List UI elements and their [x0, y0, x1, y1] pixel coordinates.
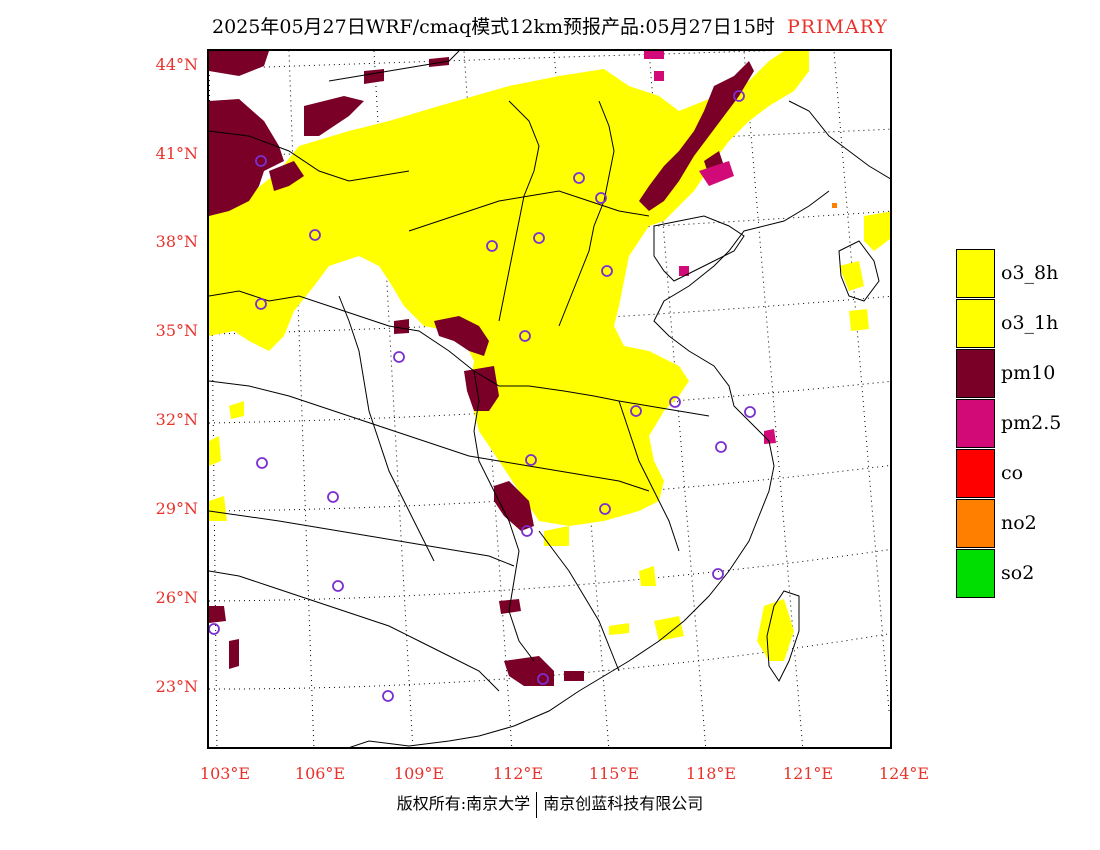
legend-label: so2 — [1001, 562, 1035, 584]
station-marker — [525, 454, 537, 466]
shandong — [653, 215, 745, 282]
lon-label-118: 118°E — [685, 764, 737, 783]
province-7 — [408, 190, 650, 232]
station-marker — [521, 525, 533, 537]
station-marker — [382, 690, 394, 702]
pm10-region — [209, 51, 754, 686]
station-marker — [519, 330, 531, 342]
korea — [838, 240, 880, 302]
station-marker — [601, 265, 613, 277]
legend-label: o3_1h — [1001, 312, 1059, 334]
lat-label-44: 44°N — [155, 55, 198, 74]
station-marker — [256, 457, 268, 469]
border-north — [209, 130, 410, 182]
graticule-lon-121 — [743, 51, 804, 747]
lat-label-35: 35°N — [155, 321, 198, 340]
legend-label: co — [1001, 462, 1024, 484]
lat-label-38: 38°N — [155, 232, 198, 251]
station-marker — [715, 441, 727, 453]
o3-region — [209, 51, 890, 661]
pollutant-label: PRIMARY — [786, 16, 888, 38]
station-marker — [332, 580, 344, 592]
lat-label-32: 32°N — [155, 410, 198, 429]
province-3 — [209, 380, 650, 492]
coastline-north — [788, 100, 890, 180]
station-marker — [309, 229, 321, 241]
province-10 — [209, 570, 500, 692]
coastline — [349, 190, 830, 747]
graticule-lon-109 — [373, 51, 414, 747]
lon-label-121: 121°E — [782, 764, 834, 783]
no2-spot — [832, 203, 837, 208]
legend-swatch — [956, 499, 995, 548]
province-12 — [328, 51, 460, 82]
province-6 — [538, 530, 620, 672]
legend-swatch — [956, 299, 995, 348]
legend-label: no2 — [1001, 512, 1037, 534]
graticule-lon-124 — [833, 51, 890, 712]
station-marker — [255, 298, 267, 310]
station-marker — [393, 351, 405, 363]
station-marker — [255, 155, 267, 167]
station-marker — [712, 568, 724, 580]
station-marker — [595, 192, 607, 204]
graticule-lon-106 — [288, 51, 315, 747]
province-8 — [498, 100, 540, 322]
station-marker — [537, 673, 549, 685]
legend-swatch — [956, 399, 995, 448]
boundaries — [209, 51, 890, 747]
legend-label: pm2.5 — [1001, 412, 1062, 434]
lon-label-106: 106°E — [294, 764, 346, 783]
province-9 — [558, 100, 615, 327]
map-panel[interactable] — [207, 49, 892, 749]
legend-swatch — [956, 349, 995, 398]
pm25-region — [644, 51, 776, 444]
lat-label-26: 26°N — [155, 588, 198, 607]
taiwan — [766, 590, 800, 682]
station-marker — [327, 491, 339, 503]
station-marker — [599, 503, 611, 515]
province-11 — [618, 400, 680, 552]
map-svg — [209, 51, 890, 747]
map-title: 2025年05月27日WRF/cmaq模式12km预报产品:05月27日15时 P… — [0, 12, 1100, 39]
province-1 — [209, 290, 710, 417]
station-marker — [573, 172, 585, 184]
station-markers — [209, 90, 756, 702]
copyright-text: 版权所有:南京大学 — [396, 794, 531, 813]
legend-label: o3_8h — [1001, 262, 1059, 284]
station-marker — [744, 406, 756, 418]
footer-separator — [536, 791, 538, 818]
province-2 — [473, 370, 535, 662]
lat-label-41: 41°N — [155, 144, 198, 163]
lon-label-103: 103°E — [199, 764, 251, 783]
title-text: 2025年05月27日WRF/cmaq模式12km预报产品:05月27日15时 — [212, 16, 775, 38]
legend-swatch — [956, 449, 995, 498]
legend-swatch — [956, 249, 995, 298]
lat-label-29: 29°N — [155, 499, 198, 518]
legend-swatch — [956, 549, 995, 598]
lon-label-112: 112°E — [492, 764, 544, 783]
footer: 版权所有:南京大学 南京创蓝科技有限公司 — [0, 790, 1100, 818]
province-4 — [209, 510, 515, 567]
lon-label-124: 124°E — [878, 764, 930, 783]
lon-label-115: 115°E — [588, 764, 640, 783]
company-text: 南京创蓝科技有限公司 — [543, 794, 704, 813]
station-marker — [733, 90, 745, 102]
station-marker — [533, 232, 545, 244]
station-marker — [669, 396, 681, 408]
lat-label-23: 23°N — [155, 677, 198, 696]
station-marker — [630, 405, 642, 417]
graticule-lon-103 — [209, 51, 218, 747]
legend-label: pm10 — [1001, 362, 1056, 384]
station-marker — [486, 240, 498, 252]
province-5 — [338, 295, 435, 562]
lon-label-109: 109°E — [393, 764, 445, 783]
station-marker — [209, 623, 220, 635]
